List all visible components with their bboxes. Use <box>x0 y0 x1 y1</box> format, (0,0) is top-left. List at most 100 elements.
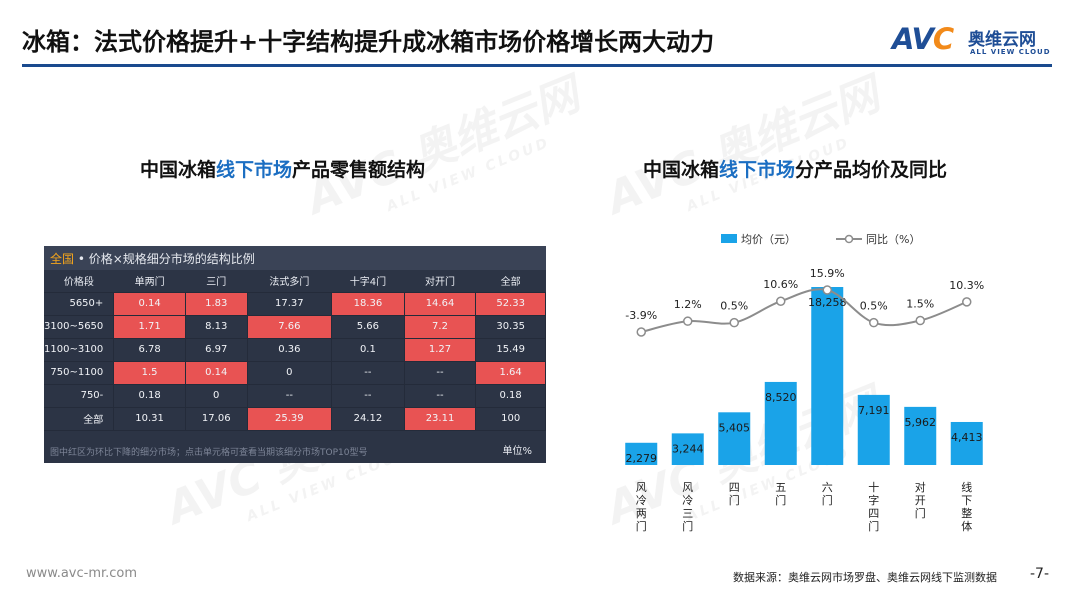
table-caption: • 价格×规格细分市场的结构比例 <box>74 252 255 266</box>
share-cell[interactable]: 0.1 <box>331 338 405 362</box>
yoy-point <box>962 297 972 307</box>
yoy-point <box>776 296 786 306</box>
title-rule <box>22 64 1052 67</box>
left-section-title: 中国冰箱线下市场产品零售额结构 <box>140 159 426 181</box>
bar-value-label: 7,191 <box>858 404 890 417</box>
logo-en: ALL VIEW CLOUD <box>970 48 1051 56</box>
price-range-label: 5650+ <box>44 292 115 316</box>
category-label: 五门 <box>775 481 786 507</box>
price-range-label: 全部 <box>44 407 115 431</box>
price-range-label: 1100~3100 <box>44 338 115 362</box>
share-cell[interactable]: 25.39 <box>247 407 333 431</box>
share-cell[interactable]: 30.35 <box>475 315 546 339</box>
share-cell[interactable]: 1.64 <box>475 361 546 385</box>
share-cell[interactable]: 10.31 <box>113 407 186 431</box>
share-cell[interactable]: 17.37 <box>247 292 333 316</box>
share-cell[interactable]: 6.97 <box>185 338 248 362</box>
bar <box>950 421 983 465</box>
bar <box>764 381 797 465</box>
share-cell[interactable]: 1.5 <box>113 361 186 385</box>
bar <box>718 412 751 465</box>
category-label: 风冷三门 <box>682 481 693 533</box>
page-title: 冰箱：法式价格提升+十字结构提升成冰箱市场价格增长两大动力 <box>22 28 715 56</box>
yoy-value-label: 1.2% <box>674 298 702 311</box>
share-cell[interactable]: 14.64 <box>404 292 477 316</box>
table-row: 3100~5650 1.71 8.13 7.66 5.66 7.2 30.35 <box>44 315 546 339</box>
share-cell[interactable]: 24.12 <box>331 407 405 431</box>
table-panel-header: 全国 • 价格×规格细分市场的结构比例 <box>44 246 546 270</box>
share-cell[interactable]: 100 <box>475 407 546 431</box>
yoy-value-label: 1.5% <box>906 298 934 311</box>
category-label: 线下整体 <box>961 480 972 533</box>
column-header: 法式多门 <box>247 270 332 293</box>
share-cell[interactable]: -- <box>331 384 405 408</box>
category-label: 四门 <box>729 481 740 507</box>
share-cell[interactable]: 1.83 <box>185 292 248 316</box>
table-row: 750~1100 1.5 0.14 0 -- -- 1.64 <box>44 361 546 385</box>
yoy-value-label: 10.3% <box>949 279 984 292</box>
share-cell[interactable]: 8.13 <box>185 315 248 339</box>
share-cell[interactable]: 7.66 <box>247 315 333 339</box>
footer-url[interactable]: www.avc-mr.com <box>26 566 138 581</box>
share-cell[interactable]: 0 <box>185 384 248 408</box>
share-cell[interactable]: 6.78 <box>113 338 186 362</box>
share-cell[interactable]: 0.14 <box>185 361 248 385</box>
category-label: 风冷两门 <box>636 481 647 533</box>
yoy-point <box>729 317 739 328</box>
bar-value-label: 8,520 <box>765 391 797 404</box>
share-cell[interactable]: 18.36 <box>331 292 405 316</box>
share-cell[interactable]: 1.27 <box>404 338 477 362</box>
share-cell[interactable]: 17.06 <box>185 407 248 431</box>
right-section-title: 中国冰箱线下市场分产品均价及同比 <box>643 159 948 181</box>
column-header: 价格段 <box>44 270 114 293</box>
price-range-label: 3100~5650 <box>44 315 115 339</box>
region-tag[interactable]: 全国 <box>50 252 75 266</box>
share-cell[interactable]: -- <box>404 361 477 385</box>
table-row: 1100~3100 6.78 6.97 0.36 0.1 1.27 15.49 <box>44 338 546 362</box>
bar-value-label: 3,244 <box>672 442 704 455</box>
share-cell[interactable]: 0 <box>247 361 333 385</box>
column-header: 三门 <box>185 270 248 293</box>
bar <box>904 406 937 465</box>
bar <box>625 442 658 465</box>
bar <box>857 394 890 465</box>
structure-table-panel: 全国 • 价格×规格细分市场的结构比例 价格段 单两门 三门 法式多门 十字4门 对开门全… <box>44 246 546 463</box>
share-cell[interactable]: -- <box>404 384 477 408</box>
share-cell[interactable]: 7.2 <box>404 315 477 339</box>
bar <box>671 433 704 465</box>
legend-line-label: 同比（%） <box>866 233 920 246</box>
yoy-value-label: 15.9% <box>810 267 845 280</box>
price-range-label: 750- <box>44 384 115 408</box>
bar <box>811 287 844 465</box>
share-cell[interactable]: 5.66 <box>331 315 405 339</box>
table-row: 全部 10.31 17.06 25.39 24.12 23.11 100 <box>44 407 546 431</box>
page-number: -7- <box>1030 566 1050 582</box>
avc-logo: AVC 奥维云网 ALL VIEW CLOUD <box>892 22 1052 60</box>
legend-line-marker <box>844 234 854 244</box>
share-cell[interactable]: 0.14 <box>113 292 186 316</box>
share-cell[interactable]: -- <box>331 361 405 385</box>
share-cell[interactable]: 15.49 <box>475 338 546 362</box>
share-cell[interactable]: 0.36 <box>247 338 333 362</box>
price-range-label: 750~1100 <box>44 361 115 385</box>
bar-value-label: 2,279 <box>626 452 658 465</box>
legend-bar-swatch <box>721 234 737 243</box>
column-header: 十字4门 <box>331 270 405 293</box>
share-cell[interactable]: 0.18 <box>475 384 546 408</box>
share-cell[interactable]: -- <box>247 384 333 408</box>
share-cell[interactable]: 52.33 <box>475 292 546 316</box>
yoy-point <box>822 285 832 295</box>
share-cell[interactable]: 0.18 <box>113 384 186 408</box>
share-cell[interactable]: 23.11 <box>404 407 477 431</box>
category-label: 对开门 <box>915 480 926 520</box>
bar-value-label: 18,258 <box>808 296 847 309</box>
bar-value-label: 5,962 <box>905 416 937 429</box>
table-row: 5650+ 0.14 1.83 17.37 18.36 14.64 52.33 <box>44 292 546 316</box>
avg-price-chart: 均价（元） 同比（%） 2,279 3,244 5,405 8,520 18,258 7,19… <box>625 233 984 533</box>
share-cell[interactable]: 1.71 <box>113 315 186 339</box>
data-source: 数据来源：奥维云网市场罗盘、奥维云网线下监测数据 <box>733 571 997 584</box>
yoy-point <box>915 315 925 326</box>
table-footnote: 图中红区为环比下降的细分市场；点击单元格可查看当期该细分市场TOP10型号 <box>50 448 368 458</box>
legend-bar-label: 均价（元） <box>741 233 796 246</box>
